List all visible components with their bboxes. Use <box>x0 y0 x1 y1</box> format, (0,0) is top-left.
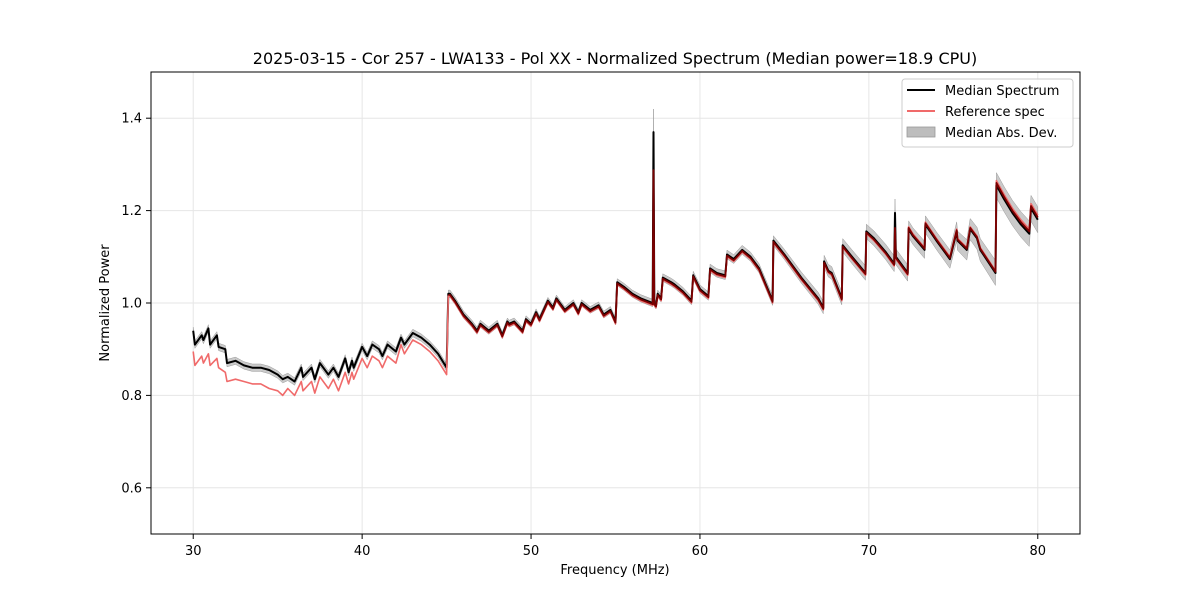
x-axis: 30 40 50 60 70 80 <box>185 534 1046 559</box>
x-tick-label: 60 <box>692 544 709 559</box>
y-axis: 0.6 0.8 1.0 1.2 1.4 <box>121 112 151 496</box>
y-tick-label: 1.4 <box>121 112 142 127</box>
y-tick-label: 1.0 <box>121 297 142 312</box>
x-axis-label: Frequency (MHz) <box>560 563 669 578</box>
legend-mad-swatch <box>906 126 936 138</box>
x-tick-label: 80 <box>1029 544 1046 559</box>
overlap-trace <box>448 169 1039 338</box>
y-tick-label: 0.8 <box>121 389 142 404</box>
legend: Median Spectrum Reference spec Median Ab… <box>901 78 1074 148</box>
legend-median-label: Median Spectrum <box>945 84 1059 99</box>
x-tick-label: 50 <box>523 544 540 559</box>
chart-title: 2025-03-15 - Cor 257 - LWA133 - Pol XX -… <box>253 49 977 68</box>
y-tick-label: 0.6 <box>121 481 142 496</box>
series-layer <box>192 108 1039 397</box>
x-tick-label: 30 <box>185 544 202 559</box>
x-tick-label: 40 <box>354 544 371 559</box>
y-tick-label: 1.2 <box>121 204 142 219</box>
legend-reference-label: Reference spec <box>945 105 1045 120</box>
legend-mad-label: Median Abs. Dev. <box>945 126 1057 141</box>
y-axis-label: Normalized Power <box>98 244 113 362</box>
x-tick-label: 70 <box>861 544 878 559</box>
legend-box <box>901 78 1074 148</box>
